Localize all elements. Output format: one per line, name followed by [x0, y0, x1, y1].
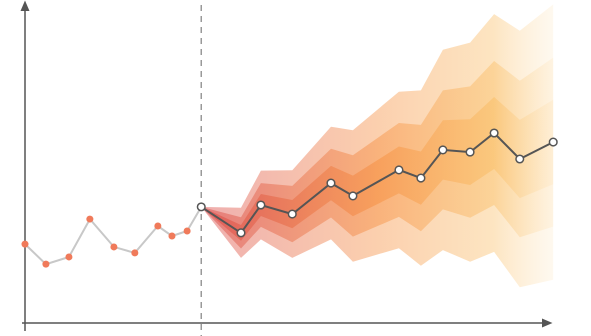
fan-band — [201, 97, 554, 241]
history-line — [24, 206, 203, 266]
history-point — [42, 260, 50, 268]
fan-bands — [201, 4, 554, 288]
history-point — [21, 240, 29, 248]
forecast-point — [326, 178, 336, 188]
forecast-point — [515, 154, 525, 164]
forecast-point — [489, 128, 499, 138]
history-point — [131, 249, 139, 257]
forecast-point — [287, 209, 297, 219]
forecast-point — [394, 165, 404, 175]
history-point — [110, 243, 118, 251]
history-point — [86, 215, 94, 223]
history-point — [154, 222, 162, 230]
forecast-point — [348, 191, 358, 201]
forecast-point — [416, 173, 426, 183]
history-point — [168, 232, 176, 240]
forecast-point — [236, 228, 246, 238]
forecast-point — [465, 147, 475, 157]
forecast-point — [196, 202, 206, 212]
history-point — [65, 253, 73, 261]
forecast-point — [548, 137, 558, 147]
lines — [20, 0, 558, 336]
forecast-point — [256, 200, 266, 210]
forecast-point — [438, 145, 448, 155]
history-point — [183, 227, 191, 235]
